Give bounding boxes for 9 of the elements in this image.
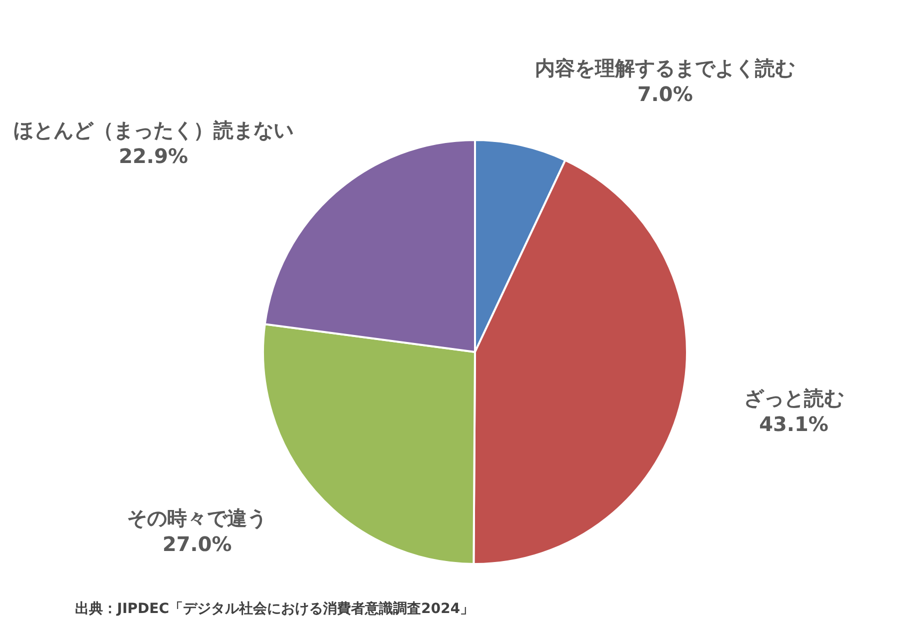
slice-label: ざっと読む [744,386,844,410]
source-note: 出典：JIPDEC「デジタル社会における消費者意識調査2024」 [75,600,474,618]
slice-label: 内容を理解するまでよく読む [535,56,796,80]
data-label: 43.1% [759,412,828,436]
data-label: 7.0% [637,82,693,106]
slice-label: その時々で違う [127,506,268,530]
data-label: 22.9% [118,144,188,168]
data-label: 27.0% [162,532,232,556]
slice-label: ほとんど（まったく）読まない [13,118,294,142]
